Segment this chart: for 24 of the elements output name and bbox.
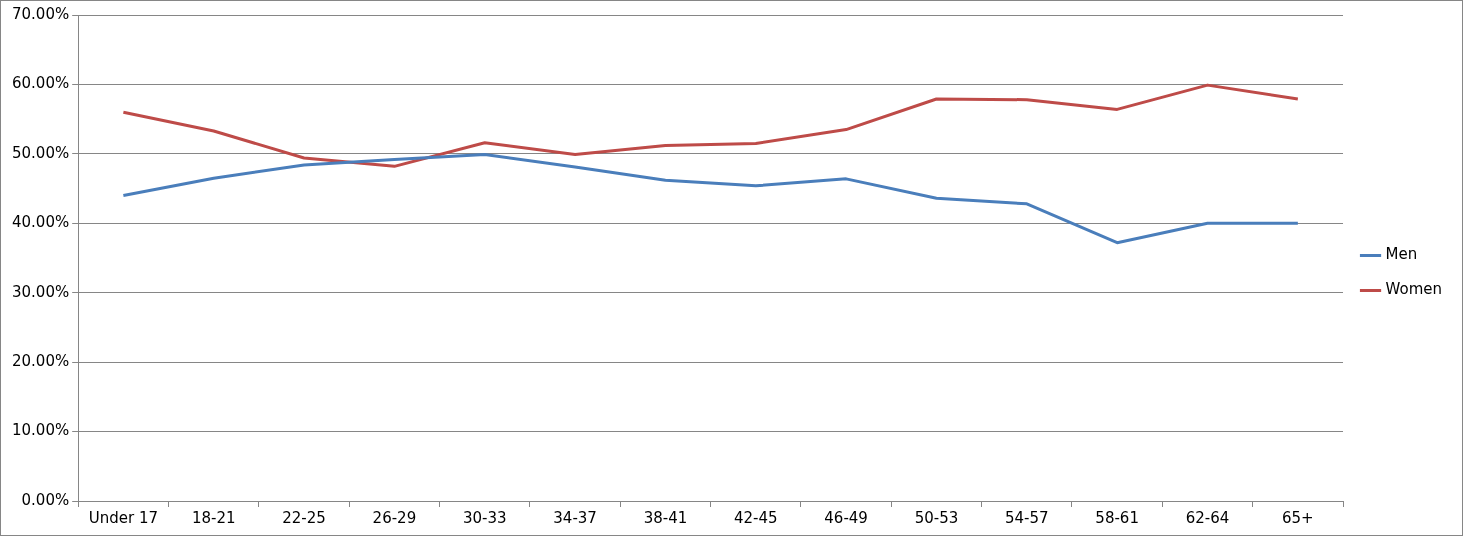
x-tick-label: 58-61 (1095, 508, 1139, 527)
y-tick-label: 20.00% (11, 352, 70, 371)
x-tick-label: 54-57 (1005, 508, 1049, 527)
x-tick-label: 50-53 (914, 508, 959, 527)
x-tick-label: 34-37 (553, 508, 597, 527)
x-tick-label: Under 17 (88, 508, 158, 527)
x-tick-label: 65+ (1282, 508, 1314, 527)
x-tick-label: 42-45 (733, 508, 778, 527)
y-tick-label: 10.00% (11, 421, 70, 440)
x-tick-label: 46-49 (824, 508, 868, 527)
legend-label: Women (1385, 280, 1443, 299)
x-tick-label: 38-41 (643, 508, 688, 527)
y-tick-label: 60.00% (11, 74, 70, 93)
legend-label: Men (1385, 245, 1418, 264)
x-tick-label: 62-64 (1185, 508, 1230, 527)
y-tick-label: 0.00% (21, 490, 70, 509)
y-tick-label: 40.00% (11, 213, 70, 232)
x-tick-label: 18-21 (191, 508, 236, 527)
y-tick-label: 70.00% (11, 4, 70, 23)
y-tick-label: 30.00% (11, 282, 70, 301)
x-tick-label: 22-25 (282, 508, 326, 527)
x-tick-label: 26-29 (372, 508, 417, 527)
y-tick-label: 50.00% (11, 143, 70, 162)
x-tick-label: 30-33 (462, 508, 507, 527)
